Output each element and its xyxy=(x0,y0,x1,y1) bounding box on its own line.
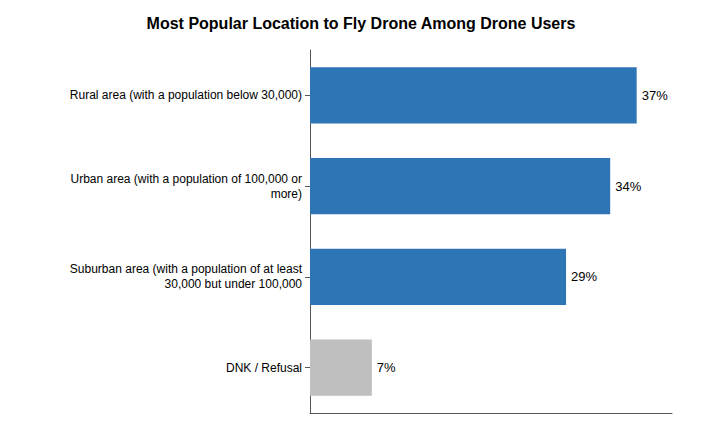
svg-text:34%: 34% xyxy=(615,179,641,194)
svg-text:DNK / Refusal: DNK / Refusal xyxy=(226,361,302,375)
svg-text:37%: 37% xyxy=(642,88,668,103)
svg-text:30,000 but under 100,000: 30,000 but under 100,000 xyxy=(165,277,303,291)
svg-text:Most Popular Location to Fly D: Most Popular Location to Fly Drone Among… xyxy=(147,15,576,32)
svg-text:29%: 29% xyxy=(571,269,597,284)
svg-text:Rural area (with a population: Rural area (with a population below 30,0… xyxy=(70,88,302,102)
svg-text:more): more) xyxy=(271,187,302,201)
svg-text:Urban area (with a population: Urban area (with a population of 100,000… xyxy=(71,172,303,186)
svg-text:Suburban area (with a populati: Suburban area (with a population of at l… xyxy=(70,262,303,276)
svg-text:7%: 7% xyxy=(377,360,396,375)
